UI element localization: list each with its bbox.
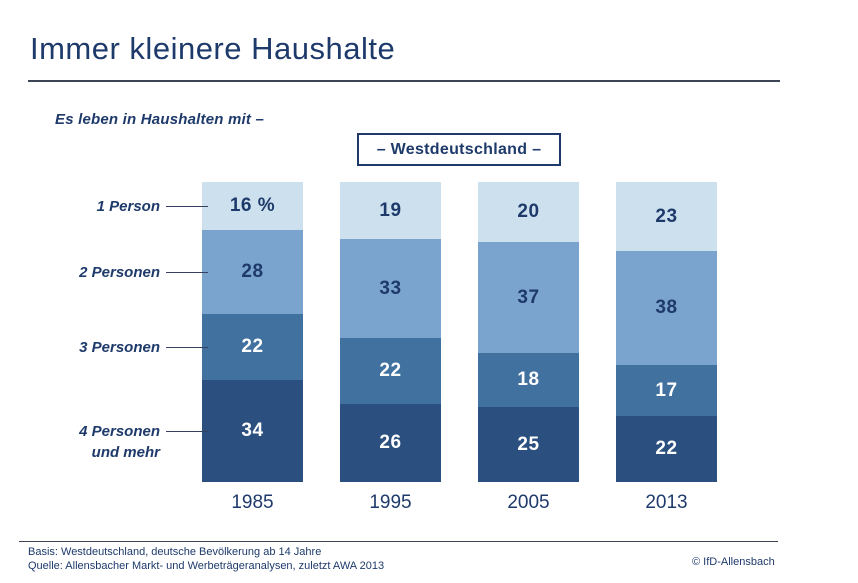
connector-line — [166, 272, 208, 273]
bar-segment-3-personen: 17 — [616, 365, 717, 416]
bar-segment-1-person: 16 % — [202, 182, 303, 230]
bar-segment-1-person: 19 — [340, 182, 441, 239]
copyright: © IfD-Allensbach — [692, 556, 775, 568]
footer-text: Basis: Westdeutschland, deutsche Bevölke… — [28, 546, 384, 573]
bar-segment-4-personen-und-mehr: 34 — [202, 380, 303, 482]
footer-basis: Basis: Westdeutschland, deutsche Bevölke… — [28, 546, 322, 558]
bar-segment-2-personen: 38 — [616, 251, 717, 365]
title-underline — [28, 80, 780, 82]
bar-segment-2-personen: 33 — [340, 239, 441, 338]
bar-segment-2-personen: 28 — [202, 230, 303, 314]
year-label-1995: 1995 — [369, 492, 412, 513]
series-label-4-personen-und-mehr: 4 Personen und mehr — [79, 422, 160, 461]
footer-quelle: Quelle: Allensbacher Markt- und Werbeträ… — [28, 559, 385, 572]
chart-subtitle: Es leben in Haushalten mit – — [55, 111, 264, 128]
bar-segment-3-personen: 22 — [202, 314, 303, 380]
bar-2013: 23 38 17 22 — [616, 182, 717, 482]
bar-1995: 19 33 22 26 — [340, 182, 441, 482]
bar-1985: 16 % 28 22 34 — [202, 182, 303, 482]
bar-segment-4-personen-und-mehr: 26 — [340, 404, 441, 482]
bar-segment-3-personen: 18 — [478, 353, 579, 407]
region-box: – Westdeutschland – — [357, 133, 561, 166]
series-label-2-personen: 2 Personen — [79, 263, 160, 281]
bar-segment-1-person: 20 — [478, 182, 579, 242]
region-box-label: – Westdeutschland – — [376, 140, 542, 158]
connector-line — [166, 347, 208, 348]
connector-line — [166, 206, 208, 207]
year-label-2005: 2005 — [507, 492, 550, 513]
connector-line — [166, 431, 208, 432]
page-title: Immer kleinere Haushalte — [30, 31, 396, 66]
series-label-1-person: 1 Person — [96, 197, 160, 215]
bar-segment-2-personen: 37 — [478, 242, 579, 353]
bar-segment-4-personen-und-mehr: 25 — [478, 407, 579, 482]
bar-segment-4-personen-und-mehr: 22 — [616, 416, 717, 482]
year-label-2013: 2013 — [645, 492, 688, 513]
bar-segment-3-personen: 22 — [340, 338, 441, 404]
series-label-3-personen: 3 Personen — [79, 338, 160, 356]
bar-2005: 20 37 18 25 — [478, 182, 579, 482]
bar-segment-1-person: 23 — [616, 182, 717, 251]
year-label-1985: 1985 — [231, 492, 274, 513]
footer-divider — [19, 541, 778, 542]
